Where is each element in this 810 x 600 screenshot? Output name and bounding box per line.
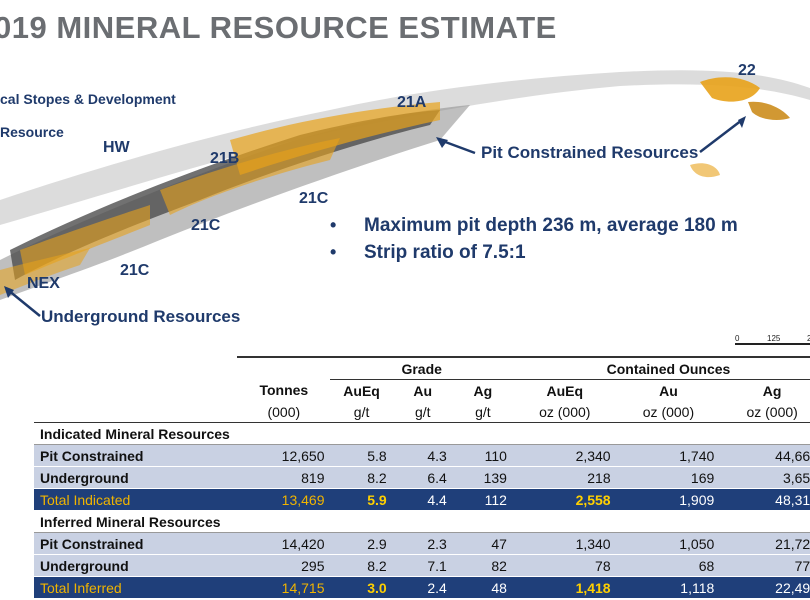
grade-group-header: Grade — [330, 357, 512, 380]
total-cell: 1,418 — [513, 577, 617, 599]
bullet-item: • Strip ratio of 7.5:1 — [330, 239, 738, 266]
total-cell: 48 — [453, 577, 513, 599]
row-label: Pit Constrained — [34, 445, 237, 467]
column-unit: g/t — [393, 401, 453, 423]
section-header-row: Indicated Mineral Resources — [34, 423, 810, 445]
column-header: Ag — [720, 380, 810, 402]
column-unit: (000) — [237, 401, 330, 423]
zone-nex-label: NEX — [27, 275, 60, 293]
zone-21c-label: 21C — [191, 217, 220, 235]
page-title: 019 MINERAL RESOURCE ESTIMATE — [0, 10, 557, 46]
table-cell: 110 — [453, 445, 513, 467]
table-cell: 778 — [720, 555, 810, 577]
zone-21c-label: 21C — [299, 190, 328, 208]
total-cell: 48,317 — [720, 489, 810, 511]
table-cell: 78 — [513, 555, 617, 577]
pit-constrained-resources-label: Pit Constrained Resources — [481, 143, 698, 163]
table-cell: 295 — [237, 555, 330, 577]
table-row: Pit Constrained 12,650 5.8 4.3 110 2,340 1,740… — [34, 445, 810, 467]
table-cell: 8.2 — [330, 555, 392, 577]
table-cell: 139 — [453, 467, 513, 489]
column-header: Au — [617, 380, 721, 402]
section-header-row: Inferred Mineral Resources — [34, 511, 810, 533]
row-label: Pit Constrained — [34, 533, 237, 555]
table-cell: 4.3 — [393, 445, 453, 467]
total-cell: 112 — [453, 489, 513, 511]
total-cell: 2,558 — [513, 489, 617, 511]
column-header: AuEq — [513, 380, 617, 402]
section-title: Indicated Mineral Resources — [34, 423, 810, 445]
table-row: Pit Constrained 14,420 2.9 2.3 47 1,340 1,050 2… — [34, 533, 810, 555]
table-cell: 2.9 — [330, 533, 392, 555]
table-cell: 47 — [453, 533, 513, 555]
table-cell: 3,657 — [720, 467, 810, 489]
table-cell: 819 — [237, 467, 330, 489]
zone-22-label: 22 — [738, 62, 756, 80]
column-unit: oz (000) — [617, 401, 721, 423]
total-cell: 22,498 — [720, 577, 810, 599]
zone-21b-label: 21B — [210, 150, 239, 168]
bullet-list: • Maximum pit depth 236 m, average 180 m … — [330, 212, 738, 266]
resource-label: Resource — [0, 124, 64, 140]
table-cell: 7.1 — [393, 555, 453, 577]
table-cell: 44,660 — [720, 445, 810, 467]
total-row: Total Indicated 13,469 5.9 4.4 112 2,558 1,909… — [34, 489, 810, 511]
table-cell: 1,050 — [617, 533, 721, 555]
table-cell: 1,340 — [513, 533, 617, 555]
section-title: Inferred Mineral Resources — [34, 511, 810, 533]
table-cell: 5.8 — [330, 445, 392, 467]
table-cell: 218 — [513, 467, 617, 489]
total-cell: 1,909 — [617, 489, 721, 511]
total-row: Total Inferred 14,715 3.0 2.4 48 1,418 1,118 22… — [34, 577, 810, 599]
stopes-development-label: cal Stopes & Development — [0, 91, 176, 107]
table-cell: 14,420 — [237, 533, 330, 555]
bullet-item: • Maximum pit depth 236 m, average 180 m — [330, 212, 738, 239]
total-cell: 1,118 — [617, 577, 721, 599]
table-cell: 12,650 — [237, 445, 330, 467]
table-cell: 68 — [617, 555, 721, 577]
column-header: Tonnes — [237, 380, 330, 402]
column-unit: g/t — [330, 401, 392, 423]
total-cell: 5.9 — [330, 489, 392, 511]
underground-resources-label: Underground Resources — [41, 307, 240, 327]
table-body: Indicated Mineral Resources Pit Constrain… — [34, 423, 810, 599]
zone-21a-label: 21A — [397, 94, 426, 112]
table-cell: 21,720 — [720, 533, 810, 555]
row-label: Underground — [34, 467, 237, 489]
column-header: AuEq — [330, 380, 392, 402]
table-cell: 2,340 — [513, 445, 617, 467]
column-header: Au — [393, 380, 453, 402]
column-unit: g/t — [453, 401, 513, 423]
table-cell: 1,740 — [617, 445, 721, 467]
row-label: Underground — [34, 555, 237, 577]
table-cell: 8.2 — [330, 467, 392, 489]
total-cell: 13,469 — [237, 489, 330, 511]
mineral-resource-table: Grade Contained Ounces Tonnes AuEq Au Ag… — [34, 356, 810, 599]
total-label: Total Indicated — [34, 489, 237, 511]
column-unit: oz (000) — [513, 401, 617, 423]
table-cell: 169 — [617, 467, 721, 489]
total-cell: 4.4 — [393, 489, 453, 511]
column-unit: oz (000) — [720, 401, 810, 423]
total-cell: 3.0 — [330, 577, 392, 599]
total-label: Total Inferred — [34, 577, 237, 599]
total-cell: 14,715 — [237, 577, 330, 599]
zone-21c-label: 21C — [120, 262, 149, 280]
contained-ounces-group-header: Contained Ounces — [513, 357, 810, 380]
total-cell: 2.4 — [393, 577, 453, 599]
zone-hw-label: HW — [103, 139, 130, 157]
column-header: Ag — [453, 380, 513, 402]
table-cell: 2.3 — [393, 533, 453, 555]
table-cell: 82 — [453, 555, 513, 577]
table-cell: 6.4 — [393, 467, 453, 489]
